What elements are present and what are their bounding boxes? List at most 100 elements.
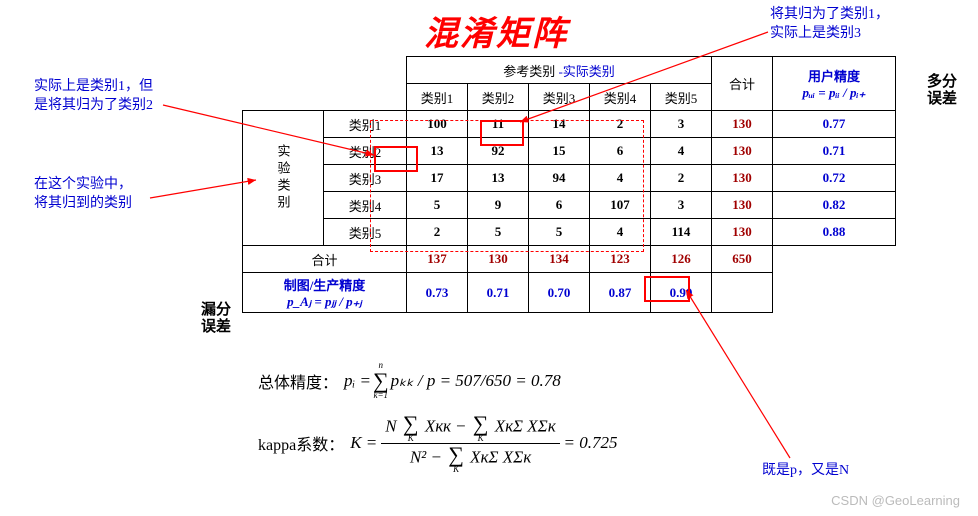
label-omission-error: 漏分 误差 (192, 302, 240, 335)
annotation-b-l1: 在这个实验中， (34, 177, 132, 192)
row-cat3: 类别3 (324, 165, 407, 192)
kappa-num-b: Xᴋᴋ − (425, 417, 471, 436)
col-cat1: 类别1 (407, 84, 468, 111)
row-prec: 0.71 (773, 138, 896, 165)
col-sum: 134 (529, 246, 590, 273)
col-prec: 0.73 (407, 273, 468, 313)
row-sum: 130 (712, 165, 773, 192)
footer-sum-label: 合计 (243, 246, 407, 273)
col-prec: 0.70 (529, 273, 590, 313)
omission-l1: 漏分 (201, 302, 231, 318)
commission-l1: 多分 (927, 74, 957, 90)
ref-class-suffix: -实际类别 (558, 64, 614, 79)
arrow-b (150, 180, 256, 198)
cell: 100 (407, 111, 468, 138)
cell: 2 (590, 111, 651, 138)
row-prec: 0.72 (773, 165, 896, 192)
cell: 107 (590, 192, 651, 219)
cell: 17 (407, 165, 468, 192)
cell: 13 (407, 138, 468, 165)
col-sum: 137 (407, 246, 468, 273)
annotation-a-l1: 实际上是类别1，但 (34, 79, 153, 94)
table-row: 类别3 17 13 94 4 2 130 0.72 (243, 165, 896, 192)
row-prec: 0.82 (773, 192, 896, 219)
cell: 6 (529, 192, 590, 219)
col-prec: 0.87 (590, 273, 651, 313)
formula-overall-accuracy: 总体精度： pᵢ = n ∑ k=1 pₖₖ / p = 507/650 = 0… (258, 362, 618, 399)
kappa-num-a: N (385, 417, 396, 436)
formulas-block: 总体精度： pᵢ = n ∑ k=1 pₖₖ / p = 507/650 = 0… (258, 362, 618, 488)
ref-class-text: 参考类别 (503, 64, 555, 79)
table-row: 类别2 13 92 15 6 4 130 0.71 (243, 138, 896, 165)
sum-sub: K (408, 435, 414, 443)
sigma-icon: ∑K (448, 444, 464, 474)
watermark: CSDN @GeoLearning (831, 493, 960, 508)
total-sum: 650 (712, 246, 773, 273)
table-row: 类别4 5 9 6 107 3 130 0.82 (243, 192, 896, 219)
col-sum: 126 (651, 246, 712, 273)
header-reference-class: 参考类别 -实际类别 (407, 57, 712, 84)
kappa-fraction: N ∑K Xᴋᴋ − ∑K XᴋΣ XΣᴋ N² − ∑K XᴋΣ XΣᴋ (381, 413, 559, 473)
table-row: 实验类别 类别1 100 11 14 2 3 130 0.77 (243, 111, 896, 138)
cell: 3 (651, 111, 712, 138)
confusion-matrix-table: 参考类别 -实际类别 合计 用户精度 pᵤᵢ = pᵢᵢ / pᵢ₊ 类别1 类… (242, 56, 896, 313)
kappa-lhs: K = (350, 433, 377, 453)
annotation-c-l2: 实际上是类别3 (770, 26, 861, 41)
kappa-label: kappa系数： (258, 431, 344, 455)
row-sum: 130 (712, 111, 773, 138)
annotation-b: 在这个实验中， 将其归到的类别 (34, 176, 132, 214)
omission-l2: 误差 (201, 319, 231, 335)
cell: 5 (407, 192, 468, 219)
row-prec: 0.77 (773, 111, 896, 138)
cell: 4 (590, 219, 651, 246)
annotation-a: 实际上是类别1，但 是将其归为了类别2 (34, 78, 153, 116)
annotation-c-l1: 将其归为了类别1， (770, 7, 889, 22)
row-sum: 130 (712, 219, 773, 246)
formula-kappa: kappa系数： K = N ∑K Xᴋᴋ − ∑K XᴋΣ XΣᴋ N² − … (258, 413, 618, 473)
cell: 6 (590, 138, 651, 165)
col-cat2: 类别2 (468, 84, 529, 111)
sigma-icon: ∑K (473, 413, 489, 443)
row-cat2: 类别2 (324, 138, 407, 165)
cell: 5 (529, 219, 590, 246)
col-cat5: 类别5 (651, 84, 712, 111)
header-experiment-class: 实验类别 (243, 111, 324, 246)
annotation-a-l2: 是将其归为了类别2 (34, 98, 153, 113)
col-cat4: 类别4 (590, 84, 651, 111)
col-cat3: 类别3 (529, 84, 590, 111)
overall-body: pₖₖ / p = 507/650 = 0.78 (391, 371, 561, 391)
cell: 4 (590, 165, 651, 192)
col-prec: 0.90 (651, 273, 712, 313)
prod-prec-formula: p_Aⱼ = pⱼⱼ / p₊ⱼ (287, 294, 362, 309)
overall-lhs: pᵢ = (344, 371, 371, 391)
sigma-icon: n ∑ k=1 (373, 362, 389, 399)
user-prec-formula: pᵤᵢ = pᵢᵢ / pᵢ₊ (802, 85, 865, 100)
annotation-d: 既是p，又是N (762, 462, 849, 481)
annotation-b-l2: 将其归到的类别 (34, 196, 132, 211)
annotation-c: 将其归为了类别1， 实际上是类别3 (770, 6, 889, 44)
cell: 114 (651, 219, 712, 246)
header-producer-precision: 制图/生产精度 p_Aⱼ = pⱼⱼ / p₊ⱼ (243, 273, 407, 313)
sum-bot: k=1 (373, 392, 388, 400)
cell: 11 (468, 111, 529, 138)
main-title: 混淆矩阵 (424, 6, 568, 55)
cell: 92 (468, 138, 529, 165)
header-sum: 合计 (712, 57, 773, 111)
cell: 15 (529, 138, 590, 165)
col-sum: 123 (590, 246, 651, 273)
cell: 9 (468, 192, 529, 219)
user-prec-label: 用户精度 (808, 69, 860, 84)
label-commission-error: 多分 误差 (918, 74, 966, 107)
cell: 2 (407, 219, 468, 246)
header-user-precision: 用户精度 pᵤᵢ = pᵢᵢ / pᵢ₊ (773, 57, 896, 111)
table-row-sum: 合计 137 130 134 123 126 650 (243, 246, 896, 273)
row-prec: 0.88 (773, 219, 896, 246)
prod-prec-label: 制图/生产精度 (284, 278, 366, 293)
commission-l2: 误差 (927, 91, 957, 107)
sum-sub3: K (453, 466, 459, 474)
arrow-d (686, 290, 790, 458)
row-sum: 130 (712, 192, 773, 219)
cell: 3 (651, 192, 712, 219)
col-sum: 130 (468, 246, 529, 273)
cell: 5 (468, 219, 529, 246)
